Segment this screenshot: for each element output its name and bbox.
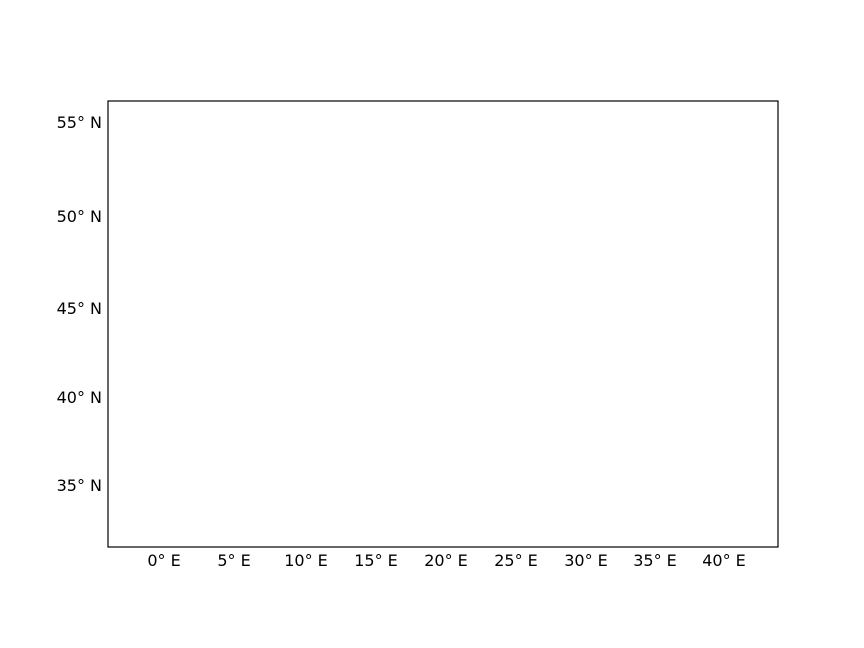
lon-label-0: 0° E bbox=[147, 551, 180, 570]
lon-label-25: 25° E bbox=[494, 551, 538, 570]
lon-label-40: 40° E bbox=[702, 551, 746, 570]
lat-label-35: 35° N bbox=[57, 476, 102, 495]
map-background-sea bbox=[108, 101, 778, 547]
lon-label-30: 30° E bbox=[564, 551, 608, 570]
lat-label-50: 50° N bbox=[57, 207, 102, 226]
lon-label-20: 20° E bbox=[424, 551, 468, 570]
longitude-labels: 0° E 5° E 10° E 15° E 20° E 25° E 30° E … bbox=[147, 551, 745, 570]
lon-label-15: 15° E bbox=[354, 551, 398, 570]
lon-label-10: 10° E bbox=[284, 551, 328, 570]
lon-label-35: 35° E bbox=[633, 551, 677, 570]
latitude-labels: 55° N 50° N 45° N 40° N 35° N bbox=[57, 113, 102, 495]
lat-label-45: 45° N bbox=[57, 299, 102, 318]
lon-label-5: 5° E bbox=[217, 551, 250, 570]
lat-label-55: 55° N bbox=[57, 113, 102, 132]
lat-label-40: 40° N bbox=[57, 388, 102, 407]
